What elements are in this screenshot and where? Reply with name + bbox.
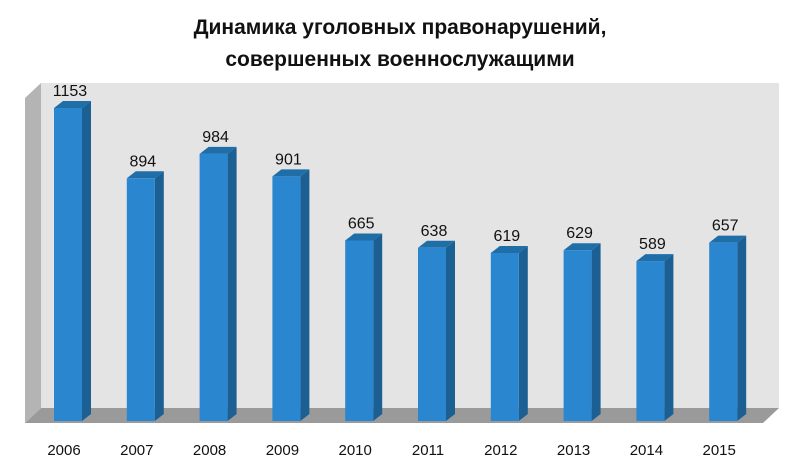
bar-front bbox=[563, 250, 592, 421]
category-label: 2006 bbox=[47, 442, 80, 459]
bar-top bbox=[418, 240, 455, 248]
category-label: 2009 bbox=[266, 442, 299, 459]
bar bbox=[709, 235, 747, 421]
bar-value-label: 665 bbox=[348, 215, 375, 232]
bar-front bbox=[272, 176, 301, 421]
category-labels-group: 2006 2007 2008 2009 2010 2011 2012 2013 2014 2015 bbox=[47, 442, 736, 459]
bar-top bbox=[345, 233, 383, 241]
bar bbox=[636, 254, 674, 421]
category-label: 2012 bbox=[484, 442, 517, 459]
bar-side bbox=[373, 233, 383, 421]
bar-side bbox=[518, 245, 528, 421]
category-label: 2008 bbox=[193, 442, 226, 459]
bar-top bbox=[126, 171, 164, 179]
bar-top bbox=[490, 245, 528, 253]
bar-top bbox=[54, 101, 91, 108]
bar bbox=[272, 169, 310, 421]
bar-value-label: 629 bbox=[566, 225, 593, 242]
bar-value-label: 901 bbox=[275, 151, 302, 168]
chart-title-line-2: совершенных военнослужащими bbox=[225, 48, 575, 71]
bar-front bbox=[636, 261, 665, 421]
chart-side-wall bbox=[25, 83, 41, 423]
bar-front bbox=[199, 153, 228, 421]
category-label: 2015 bbox=[703, 442, 736, 459]
bar bbox=[418, 240, 455, 421]
bar-top bbox=[563, 243, 601, 251]
chart-title-line-1: Динамика уголовных правонарушений, bbox=[193, 16, 607, 39]
bar-side bbox=[591, 243, 601, 421]
bar-side bbox=[300, 169, 310, 421]
bar-top bbox=[199, 146, 237, 154]
bar-side bbox=[664, 254, 674, 421]
value-labels-group: 1153 894 984 901 665 638 619 629 589 657 bbox=[53, 83, 739, 253]
category-label: 2007 bbox=[120, 442, 153, 459]
bar-front bbox=[418, 247, 446, 421]
bar-front bbox=[490, 252, 519, 421]
bar-value-label: 619 bbox=[493, 228, 520, 245]
category-label: 2014 bbox=[630, 442, 663, 459]
bar-value-label: 1153 bbox=[53, 83, 88, 100]
bar-front bbox=[126, 178, 155, 421]
category-label: 2010 bbox=[339, 442, 372, 459]
bar bbox=[126, 171, 164, 421]
bar-value-label: 984 bbox=[202, 129, 229, 146]
bar-front bbox=[345, 240, 374, 421]
bar-top bbox=[636, 254, 674, 262]
bar-front bbox=[709, 242, 738, 421]
bar bbox=[490, 245, 528, 421]
bar-value-label: 638 bbox=[421, 223, 448, 240]
bar bbox=[345, 233, 383, 421]
bar-front bbox=[54, 108, 82, 421]
bar-side bbox=[737, 235, 747, 421]
category-label: 2013 bbox=[557, 442, 590, 459]
bar-value-label: 657 bbox=[712, 218, 739, 235]
bar-top bbox=[272, 169, 310, 177]
bar-side bbox=[446, 240, 455, 421]
chart-title: Динамика уголовных правонарушений, совер… bbox=[0, 12, 800, 76]
bar-top bbox=[709, 235, 747, 243]
bar bbox=[54, 101, 91, 421]
bar-side bbox=[82, 101, 91, 421]
bar bbox=[199, 146, 237, 421]
bar-side bbox=[227, 146, 237, 421]
bar-value-label: 589 bbox=[639, 236, 666, 253]
bar-value-label: 894 bbox=[129, 153, 156, 170]
bar-side bbox=[154, 171, 164, 421]
category-label: 2011 bbox=[412, 442, 444, 459]
bars-group bbox=[54, 101, 747, 421]
bar bbox=[563, 243, 601, 421]
